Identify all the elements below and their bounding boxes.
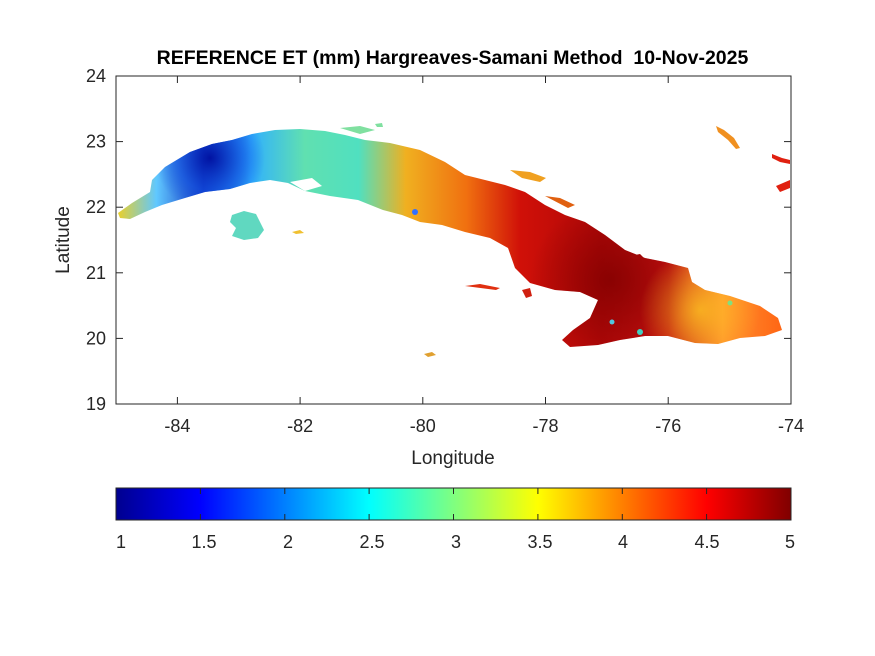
y-axis-label: Latitude bbox=[53, 206, 74, 274]
x-tick-label: -84 bbox=[164, 416, 190, 436]
y-ticks bbox=[116, 141, 791, 339]
x-tick-label: -80 bbox=[410, 416, 436, 436]
colorbar-tick-label: 1 bbox=[116, 532, 126, 552]
y-tick-label: 24 bbox=[86, 66, 106, 86]
x-tick-label: -74 bbox=[778, 416, 804, 436]
colorbar-tick-label: 4.5 bbox=[694, 532, 719, 552]
x-ticks bbox=[176, 76, 669, 404]
colorbar-tick-label: 2.5 bbox=[359, 532, 384, 552]
colorbar-ticks bbox=[199, 488, 708, 520]
plot-area bbox=[115, 75, 792, 405]
y-tick-label: 22 bbox=[86, 197, 106, 217]
y-tick-label: 20 bbox=[86, 328, 106, 348]
x-tick-label: -78 bbox=[532, 416, 558, 436]
colorbar-tick-label: 3.5 bbox=[527, 532, 552, 552]
colorbar-tick-label: 3 bbox=[451, 532, 461, 552]
cays bbox=[292, 123, 790, 357]
map-title: REFERENCE ET (mm) Hargreaves-Samani Meth… bbox=[156, 47, 749, 69]
y-tick-label: 21 bbox=[86, 263, 106, 283]
y-tick-label: 19 bbox=[86, 394, 106, 414]
colorbar-tick-label: 2 bbox=[283, 532, 293, 552]
colorbar-tick-label: 1.5 bbox=[191, 532, 216, 552]
x-tick-label: -82 bbox=[287, 416, 313, 436]
isla-de-la-juventud bbox=[230, 211, 264, 240]
y-tick-label: 23 bbox=[86, 132, 106, 152]
x-tick-label: -76 bbox=[655, 416, 681, 436]
x-axis-label: Longitude bbox=[411, 448, 494, 469]
cuba-et-raster bbox=[118, 129, 782, 347]
colorbar-tick-label: 4 bbox=[618, 532, 628, 552]
colorbar-tick-label: 5 bbox=[785, 532, 795, 552]
